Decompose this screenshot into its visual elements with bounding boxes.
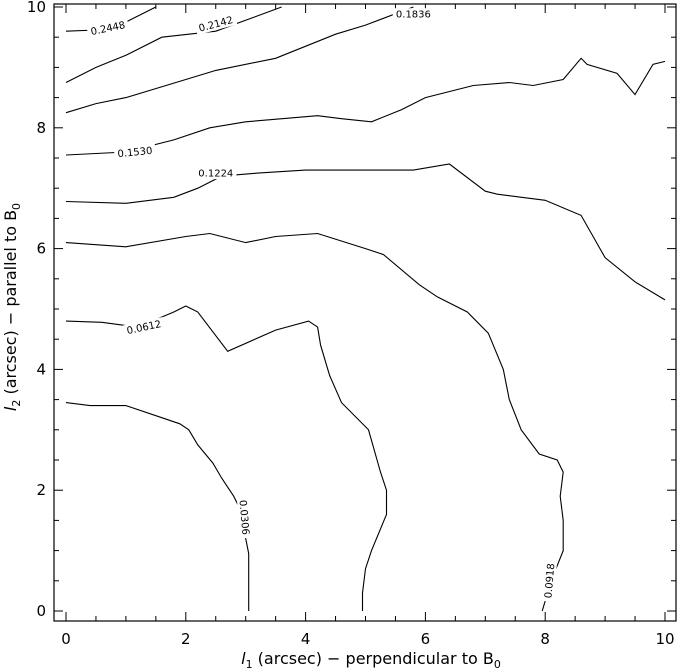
contour-label-group: 0.1530 bbox=[113, 143, 157, 161]
y-tick-label: 8 bbox=[36, 119, 46, 137]
plot-frame bbox=[53, 3, 677, 622]
y-axis: 0 2 4 6 8 10 bbox=[27, 0, 676, 620]
x-axis-label: l1 (arcsec) − perpendicular to B0 bbox=[241, 649, 501, 671]
y-axis-label-sub2: 0 bbox=[10, 203, 23, 210]
contour-label: 0.0612 bbox=[126, 319, 163, 337]
x-tick-label: 10 bbox=[655, 630, 674, 648]
x-tick-label: 4 bbox=[301, 630, 311, 648]
contour-line bbox=[65, 57, 666, 156]
x-axis-label-text: (arcsec) − perpendicular to B bbox=[253, 649, 494, 668]
contour-label-background bbox=[392, 8, 434, 21]
contour-label: 0.1836 bbox=[396, 10, 431, 21]
y-tick-label: 4 bbox=[36, 360, 46, 378]
contour-label: 0.1530 bbox=[117, 146, 153, 161]
plot-area bbox=[53, 3, 677, 622]
y-tick-label: 10 bbox=[27, 0, 46, 16]
y-axis-label-symbol: l bbox=[1, 406, 20, 411]
contour-label-group: 0.1224 bbox=[195, 167, 237, 180]
x-axis-label-sub: 1 bbox=[246, 658, 253, 671]
y-axis-label-sub: 2 bbox=[10, 400, 23, 407]
contour-label-background bbox=[86, 17, 130, 39]
contour-label-background bbox=[113, 143, 157, 161]
contour-line bbox=[65, 6, 282, 83]
y-axis-label-text: (arcsec) − parallel to B bbox=[1, 210, 20, 400]
contour-line bbox=[65, 232, 564, 612]
x-axis-label-symbol: l bbox=[241, 649, 246, 668]
x-tick-label: 2 bbox=[181, 630, 191, 648]
contour-label-background bbox=[236, 496, 253, 539]
contour-label-group: 0.1836 bbox=[392, 8, 434, 21]
contour-line bbox=[65, 305, 388, 611]
contour-line bbox=[65, 402, 250, 611]
contour-lines: 0.0306 0.0612 0.0918 0.1224 0.1530 0.1836 0.21… bbox=[65, 6, 666, 612]
contour-label-group: 0.0306 bbox=[236, 496, 253, 539]
contour-line bbox=[65, 6, 414, 114]
contour-label-background bbox=[541, 559, 558, 602]
contour-label-group: 0.2448 bbox=[86, 17, 130, 39]
y-tick-label: 6 bbox=[36, 240, 46, 258]
contour-label: 0.0306 bbox=[236, 500, 250, 536]
contour-line bbox=[65, 163, 666, 301]
contour-label-background bbox=[122, 316, 166, 338]
contour-label-group: 0.0612 bbox=[122, 316, 166, 338]
contour-label: 0.1224 bbox=[198, 169, 233, 180]
x-tick-label: 6 bbox=[421, 630, 431, 648]
x-axis-label-sub2: 0 bbox=[494, 658, 501, 671]
x-tick-label: 0 bbox=[61, 630, 71, 648]
contour-label-group: 0.0918 bbox=[541, 559, 558, 602]
y-tick-label: 2 bbox=[36, 481, 46, 499]
x-tick-label: 8 bbox=[540, 630, 550, 648]
contour-label: 0.0918 bbox=[543, 563, 557, 599]
contour-label-group: 0.2142 bbox=[194, 12, 238, 36]
y-tick-label: 0 bbox=[36, 602, 46, 620]
contour-label: 0.2448 bbox=[90, 20, 127, 38]
contour-label-background bbox=[195, 167, 237, 180]
y-axis-label: l2 (arcsec) − parallel to B0 bbox=[1, 203, 23, 411]
contour-label-background bbox=[194, 12, 238, 36]
x-axis: 0 2 4 6 8 10 bbox=[61, 4, 675, 648]
